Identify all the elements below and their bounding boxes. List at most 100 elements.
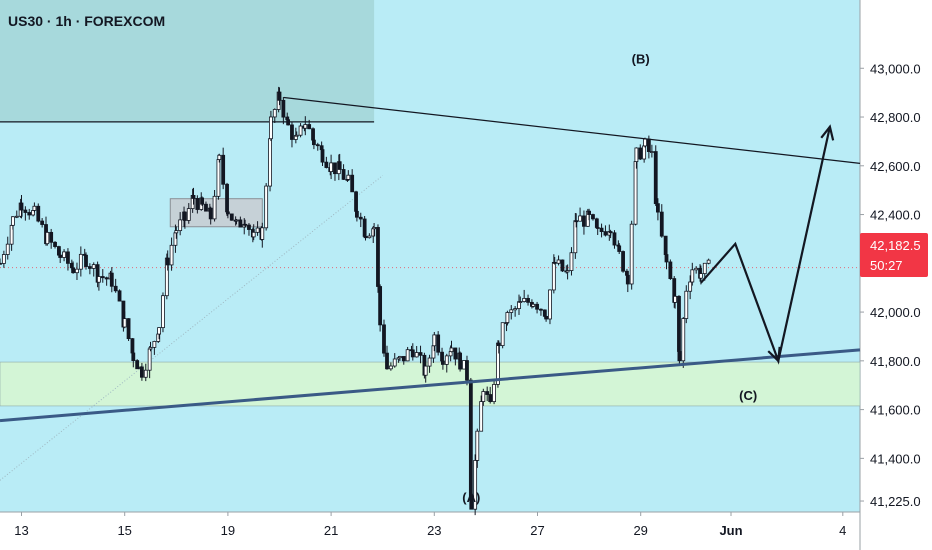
candle-body [255,227,260,233]
candle-body [664,254,669,263]
candle-body [634,147,639,163]
candle-body [595,227,600,229]
candle-body [492,384,496,403]
candle-body [341,169,346,180]
candle-body [539,308,543,311]
price-tag[interactable]: 42,182.5 50:27 [860,233,928,277]
trendlines-layer [0,96,861,423]
candle-body [75,268,79,274]
time-tick-label: 21 [324,523,338,538]
candle-body [376,227,380,287]
candle-body [444,355,449,365]
candle-body [436,334,441,353]
candle-body [659,211,664,237]
candle-body [208,207,213,220]
candle-body [367,235,372,239]
wave-label-c: (C) [739,388,757,403]
candle-body [195,198,200,210]
candle-body [505,312,510,323]
candle-body [706,259,711,264]
price-tick-label: 42,600.0 [870,159,921,174]
candle-body [122,318,127,328]
candle-body [668,261,673,279]
time-tick-label: 29 [633,523,647,538]
candle-body [702,262,707,274]
candle-body [625,274,630,285]
candle-body [688,281,693,292]
candle-body [694,267,699,271]
candle-body [388,365,393,370]
candle-body [385,352,389,370]
candle-body [272,109,277,118]
price-tick-label: 42,400.0 [870,208,921,223]
candle-body [649,151,654,153]
candle-body [410,349,415,358]
candle-body [509,309,514,313]
candle-body [481,391,486,402]
candle-body [5,243,10,255]
price-tag-price: 42,182.5 [870,238,921,253]
wave-label-b: (B) [632,51,650,66]
candle-body [526,297,530,303]
candle-body [642,145,647,160]
price-tick-label: 43,000.0 [870,61,921,76]
candle-body [126,318,131,340]
candle-body [165,257,170,266]
candle-body [169,244,174,266]
candle-body [113,285,118,292]
candle-body [53,241,57,247]
candle-body [32,205,37,211]
candle-body [174,230,179,234]
candle-body [117,290,122,302]
candle-body [200,197,205,205]
candle-body [286,119,291,126]
candle-body [260,227,265,240]
candle-body [10,216,15,226]
time-tick-label: 4 [839,523,846,538]
candle-body [449,347,454,353]
candle-body [677,295,681,352]
price-tick-label: 41,225.0 [870,494,921,509]
candle-body [268,138,272,187]
time-tick-label: 13 [14,523,28,538]
price-tick-label: 41,400.0 [870,451,921,466]
candle-body [473,460,478,510]
candle-body [440,360,445,365]
candle-body [552,261,557,264]
candle-body [500,322,505,347]
time-tick-label: 19 [221,523,235,538]
candle-body [19,202,24,211]
candle-body [298,125,303,136]
time-axis-ticks: 13 15 19 21 23 27 29 Jun 4 [14,512,846,538]
candle-body [681,318,686,362]
candle-body [574,220,579,223]
candle-body [427,357,432,367]
candle-body [556,259,561,264]
candle-body [333,162,337,175]
candle-body [479,401,484,432]
candle-body [475,430,480,461]
price-tick-label: 41,600.0 [870,403,921,418]
candle-body [378,286,383,326]
chart-title: US30 · 1h · FOREXCOM [8,13,165,29]
candle-body [531,303,536,307]
candle-body [131,352,136,361]
candle-body [148,346,153,350]
candle-body [87,266,92,269]
candle-body [97,276,101,283]
candle-body [238,219,243,228]
candle-body [458,352,463,370]
candle-body [212,195,217,220]
candle-body [216,159,221,197]
price-tag-countdown: 50:27 [870,258,903,273]
candle-body [135,360,140,370]
candle-body [204,203,208,212]
wave-label-a: (A) [462,490,480,505]
candle-body [423,365,428,376]
candle-body [599,227,604,233]
candle-body [346,174,351,180]
candle-body [673,295,677,303]
candle-body [264,185,269,229]
time-axis-background[interactable] [0,512,860,550]
